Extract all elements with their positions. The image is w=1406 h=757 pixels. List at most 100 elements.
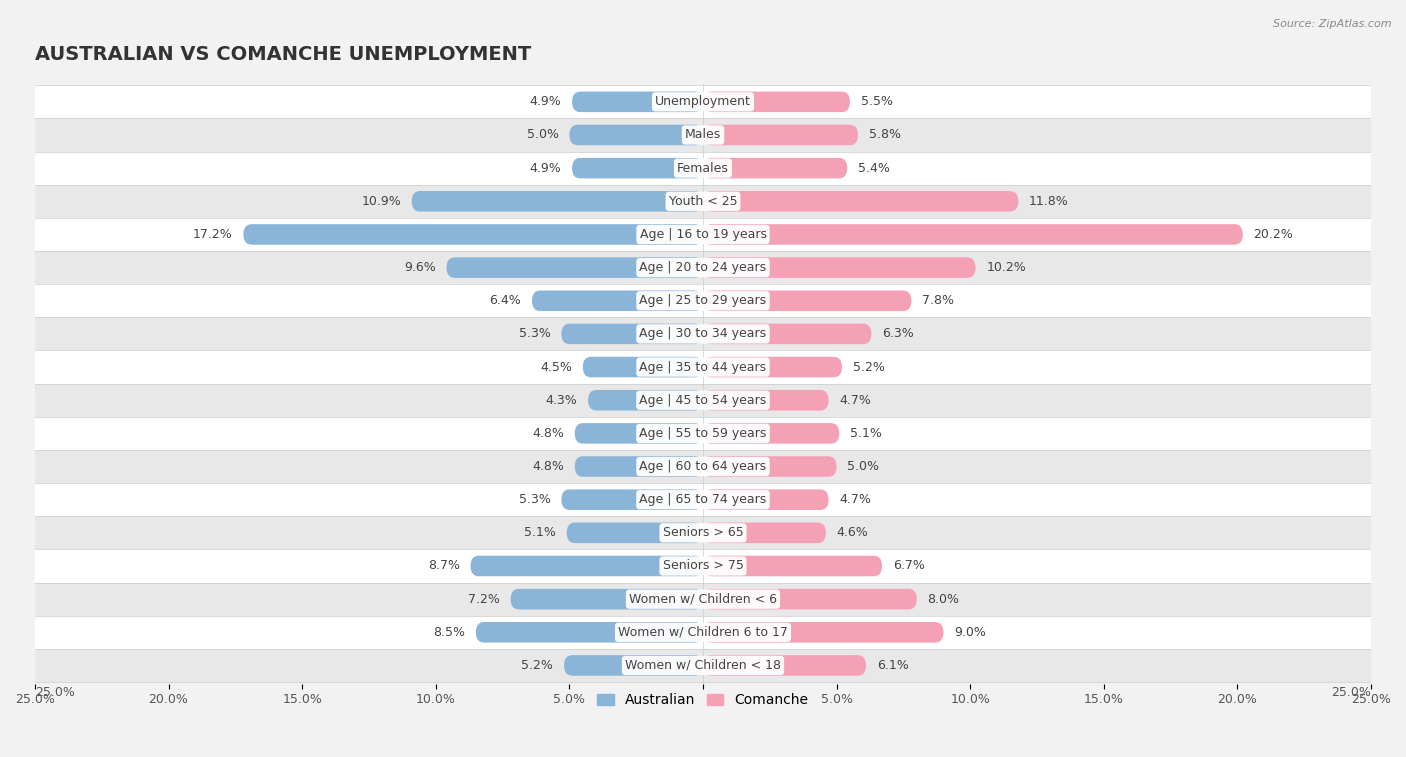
Text: Unemployment: Unemployment — [655, 95, 751, 108]
FancyBboxPatch shape — [412, 191, 703, 211]
FancyBboxPatch shape — [703, 257, 976, 278]
Text: 5.3%: 5.3% — [519, 494, 551, 506]
Text: Age | 65 to 74 years: Age | 65 to 74 years — [640, 494, 766, 506]
Text: 10.2%: 10.2% — [986, 261, 1026, 274]
FancyBboxPatch shape — [35, 350, 1371, 384]
FancyBboxPatch shape — [572, 92, 703, 112]
FancyBboxPatch shape — [588, 390, 703, 410]
Text: 25.0%: 25.0% — [1331, 686, 1371, 699]
FancyBboxPatch shape — [703, 158, 848, 179]
Text: 10.9%: 10.9% — [361, 195, 401, 208]
FancyBboxPatch shape — [703, 490, 828, 510]
Text: Age | 55 to 59 years: Age | 55 to 59 years — [640, 427, 766, 440]
FancyBboxPatch shape — [243, 224, 703, 245]
FancyBboxPatch shape — [35, 284, 1371, 317]
Text: Women w/ Children < 6: Women w/ Children < 6 — [628, 593, 778, 606]
Text: 5.2%: 5.2% — [852, 360, 884, 373]
FancyBboxPatch shape — [703, 456, 837, 477]
FancyBboxPatch shape — [703, 191, 1018, 211]
Text: 5.1%: 5.1% — [851, 427, 882, 440]
Text: 6.3%: 6.3% — [882, 328, 914, 341]
FancyBboxPatch shape — [35, 185, 1371, 218]
Text: Females: Females — [678, 162, 728, 175]
FancyBboxPatch shape — [703, 324, 872, 344]
FancyBboxPatch shape — [35, 516, 1371, 550]
FancyBboxPatch shape — [35, 251, 1371, 284]
Text: Seniors > 75: Seniors > 75 — [662, 559, 744, 572]
FancyBboxPatch shape — [475, 622, 703, 643]
FancyBboxPatch shape — [35, 583, 1371, 615]
Text: 5.1%: 5.1% — [524, 526, 555, 539]
FancyBboxPatch shape — [510, 589, 703, 609]
Text: Age | 30 to 34 years: Age | 30 to 34 years — [640, 328, 766, 341]
Text: 5.3%: 5.3% — [519, 328, 551, 341]
FancyBboxPatch shape — [572, 158, 703, 179]
Text: 5.5%: 5.5% — [860, 95, 893, 108]
FancyBboxPatch shape — [35, 384, 1371, 417]
Text: 5.0%: 5.0% — [527, 129, 558, 142]
FancyBboxPatch shape — [703, 390, 828, 410]
Text: Seniors > 65: Seniors > 65 — [662, 526, 744, 539]
Text: 11.8%: 11.8% — [1029, 195, 1069, 208]
Text: 8.5%: 8.5% — [433, 626, 465, 639]
FancyBboxPatch shape — [703, 655, 866, 676]
Text: 4.9%: 4.9% — [530, 162, 561, 175]
Text: 17.2%: 17.2% — [193, 228, 232, 241]
Text: 9.6%: 9.6% — [404, 261, 436, 274]
Text: 6.1%: 6.1% — [877, 659, 908, 672]
Text: 6.7%: 6.7% — [893, 559, 925, 572]
FancyBboxPatch shape — [35, 550, 1371, 583]
Text: 4.9%: 4.9% — [530, 95, 561, 108]
FancyBboxPatch shape — [35, 615, 1371, 649]
FancyBboxPatch shape — [703, 522, 825, 543]
Text: Age | 45 to 54 years: Age | 45 to 54 years — [640, 394, 766, 407]
Text: 5.8%: 5.8% — [869, 129, 901, 142]
Text: 4.7%: 4.7% — [839, 394, 872, 407]
FancyBboxPatch shape — [35, 86, 1371, 118]
FancyBboxPatch shape — [531, 291, 703, 311]
FancyBboxPatch shape — [561, 324, 703, 344]
FancyBboxPatch shape — [703, 423, 839, 444]
FancyBboxPatch shape — [575, 423, 703, 444]
FancyBboxPatch shape — [35, 218, 1371, 251]
Text: Age | 25 to 29 years: Age | 25 to 29 years — [640, 294, 766, 307]
FancyBboxPatch shape — [703, 224, 1243, 245]
FancyBboxPatch shape — [703, 92, 851, 112]
Text: Age | 60 to 64 years: Age | 60 to 64 years — [640, 460, 766, 473]
Text: 4.3%: 4.3% — [546, 394, 578, 407]
FancyBboxPatch shape — [582, 357, 703, 377]
Text: Youth < 25: Youth < 25 — [669, 195, 737, 208]
FancyBboxPatch shape — [35, 483, 1371, 516]
Text: 4.7%: 4.7% — [839, 494, 872, 506]
Text: 20.2%: 20.2% — [1254, 228, 1294, 241]
FancyBboxPatch shape — [561, 490, 703, 510]
FancyBboxPatch shape — [569, 125, 703, 145]
FancyBboxPatch shape — [703, 589, 917, 609]
Text: 8.7%: 8.7% — [427, 559, 460, 572]
Text: 7.8%: 7.8% — [922, 294, 955, 307]
FancyBboxPatch shape — [35, 450, 1371, 483]
Text: 4.8%: 4.8% — [531, 427, 564, 440]
Text: Age | 20 to 24 years: Age | 20 to 24 years — [640, 261, 766, 274]
Legend: Australian, Comanche: Australian, Comanche — [592, 687, 814, 713]
Text: Males: Males — [685, 129, 721, 142]
FancyBboxPatch shape — [471, 556, 703, 576]
FancyBboxPatch shape — [35, 317, 1371, 350]
FancyBboxPatch shape — [703, 357, 842, 377]
Text: 7.2%: 7.2% — [468, 593, 501, 606]
FancyBboxPatch shape — [703, 125, 858, 145]
Text: Age | 35 to 44 years: Age | 35 to 44 years — [640, 360, 766, 373]
Text: Source: ZipAtlas.com: Source: ZipAtlas.com — [1274, 19, 1392, 29]
FancyBboxPatch shape — [703, 622, 943, 643]
Text: 6.4%: 6.4% — [489, 294, 522, 307]
FancyBboxPatch shape — [35, 649, 1371, 682]
FancyBboxPatch shape — [35, 151, 1371, 185]
Text: 8.0%: 8.0% — [928, 593, 959, 606]
Text: 4.5%: 4.5% — [540, 360, 572, 373]
FancyBboxPatch shape — [447, 257, 703, 278]
Text: Women w/ Children < 18: Women w/ Children < 18 — [626, 659, 780, 672]
Text: 4.6%: 4.6% — [837, 526, 869, 539]
FancyBboxPatch shape — [35, 118, 1371, 151]
Text: 5.4%: 5.4% — [858, 162, 890, 175]
FancyBboxPatch shape — [703, 291, 911, 311]
